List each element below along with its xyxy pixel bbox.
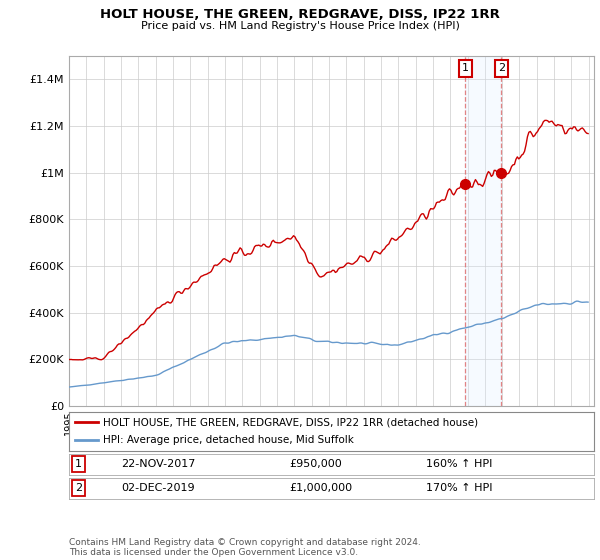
- Text: £1,000,000: £1,000,000: [290, 483, 353, 493]
- Text: 02-DEC-2019: 02-DEC-2019: [121, 483, 195, 493]
- Bar: [466, 56, 502, 406]
- Text: 22-NOV-2017: 22-NOV-2017: [121, 459, 196, 469]
- Text: 2: 2: [498, 63, 505, 73]
- Text: HOLT HOUSE, THE GREEN, REDGRAVE, DISS, IP22 1RR (detached house): HOLT HOUSE, THE GREEN, REDGRAVE, DISS, I…: [103, 417, 478, 427]
- Text: 2: 2: [75, 483, 82, 493]
- Text: Contains HM Land Registry data © Crown copyright and database right 2024.
This d: Contains HM Land Registry data © Crown c…: [69, 538, 421, 557]
- Text: HOLT HOUSE, THE GREEN, REDGRAVE, DISS, IP22 1RR: HOLT HOUSE, THE GREEN, REDGRAVE, DISS, I…: [100, 8, 500, 21]
- Text: Price paid vs. HM Land Registry's House Price Index (HPI): Price paid vs. HM Land Registry's House …: [140, 21, 460, 31]
- Text: 170% ↑ HPI: 170% ↑ HPI: [426, 483, 493, 493]
- Text: HPI: Average price, detached house, Mid Suffolk: HPI: Average price, detached house, Mid …: [103, 435, 354, 445]
- Text: 160% ↑ HPI: 160% ↑ HPI: [426, 459, 493, 469]
- Text: £950,000: £950,000: [290, 459, 342, 469]
- Text: 1: 1: [75, 459, 82, 469]
- Text: 1: 1: [462, 63, 469, 73]
